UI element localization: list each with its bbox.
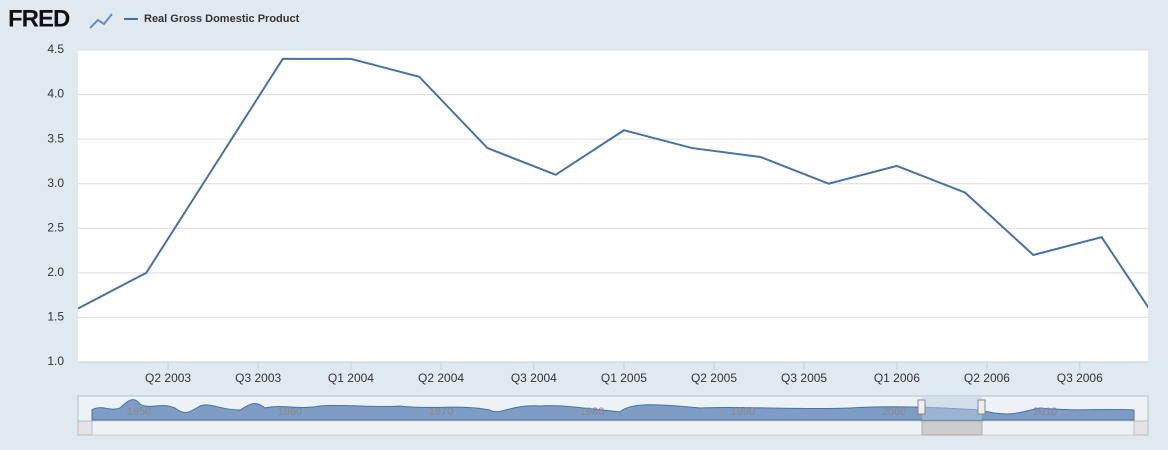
legend-label: Real Gross Domestic Product <box>144 13 300 25</box>
navigator-label: 1990 <box>731 406 755 418</box>
x-tick-label: Q3 2006 <box>1057 371 1103 385</box>
y-tick-label: 3.5 <box>47 131 64 145</box>
x-tick-label: Q3 2003 <box>235 371 281 385</box>
navigator-label: 1960 <box>278 406 302 418</box>
plot-area <box>78 50 1148 362</box>
y-tick-label: 4.5 <box>47 42 64 56</box>
x-tick-label: Q2 2006 <box>964 371 1010 385</box>
navigator-handle[interactable] <box>917 399 926 415</box>
x-tick-label: Q2 2004 <box>418 371 464 385</box>
navigator-label: 1980 <box>580 406 604 418</box>
x-tick-label: Q3 2004 <box>511 371 557 385</box>
scroll-left[interactable] <box>77 420 93 436</box>
logo: FRED <box>8 5 70 32</box>
x-tick-label: Q1 2005 <box>601 371 647 385</box>
logo-icon <box>89 13 113 29</box>
navigator-handle[interactable] <box>977 399 986 415</box>
y-tick-label: 1.5 <box>47 310 64 324</box>
y-tick-label: 2.5 <box>47 220 64 234</box>
x-tick-label: Q2 2005 <box>691 371 737 385</box>
navigator-labels: 1950 1960 1970 1980 1990 2000 2010 <box>127 406 1057 418</box>
navigator-label: 2000 <box>882 406 906 418</box>
series-group <box>78 57 1148 310</box>
navigator-label: 2010 <box>1033 406 1057 418</box>
y-tick-label: 4.0 <box>47 87 64 101</box>
navigator-label: 1970 <box>429 406 453 418</box>
x-tick-label: Q3 2005 <box>781 371 827 385</box>
x-tick-label: Q1 2006 <box>874 371 920 385</box>
navigator-window[interactable] <box>922 397 982 420</box>
scrollbar <box>77 420 1149 436</box>
x-tick-label: Q1 2004 <box>328 371 374 385</box>
x-tick-label: Q2 2003 <box>145 371 191 385</box>
navigator-label: 1950 <box>127 406 151 418</box>
scroll-right[interactable] <box>1133 420 1149 436</box>
scroll-thumb[interactable] <box>921 420 983 436</box>
navigator-series <box>91 399 1135 421</box>
y-tick-label: 3.0 <box>47 176 64 190</box>
y-tick-label: 2.0 <box>47 265 64 279</box>
series-line <box>78 57 1148 310</box>
y-tick-label: 1.0 <box>47 354 64 368</box>
grid <box>78 49 1148 370</box>
